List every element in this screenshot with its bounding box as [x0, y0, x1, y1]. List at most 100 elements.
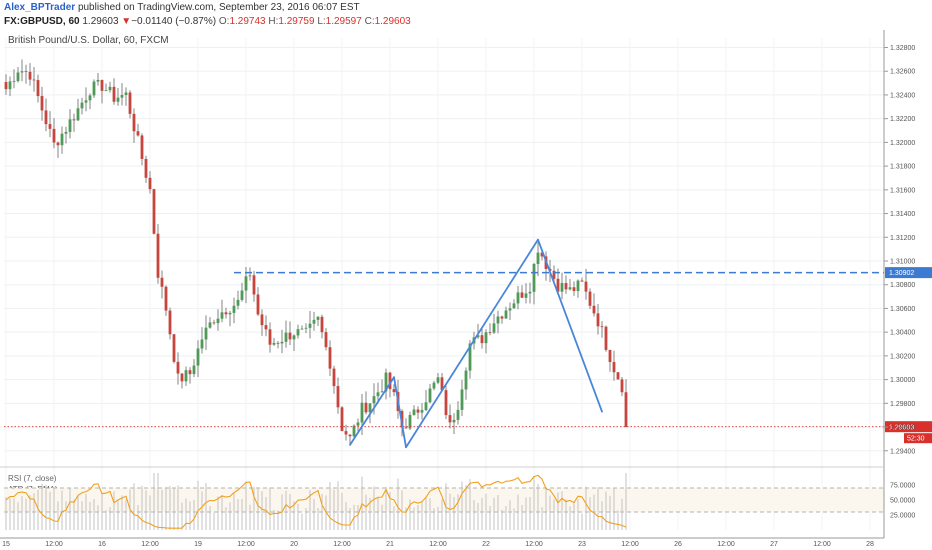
candle-down	[188, 370, 192, 375]
candle-down	[336, 386, 340, 408]
x-tick-label: 12:00	[45, 541, 63, 548]
candle-up	[496, 316, 500, 324]
candle-up	[248, 275, 252, 277]
candles	[4, 59, 628, 445]
author-link[interactable]: Alex_BPTrader	[4, 2, 76, 13]
last-price-badge-label: 1.29603	[889, 424, 914, 431]
x-tick-label: 15	[2, 541, 10, 548]
y-tick-label: 1.32400	[890, 92, 915, 99]
candle-up	[568, 287, 572, 290]
candle-down	[328, 347, 332, 369]
candle-up	[196, 348, 200, 366]
candle-up	[8, 81, 12, 90]
resistance-badge	[885, 267, 932, 279]
candle-down	[176, 361, 180, 374]
candle-up	[428, 388, 432, 403]
candle-down	[140, 135, 144, 159]
candle-down	[264, 325, 268, 330]
candle-up	[12, 81, 16, 82]
candle-down	[364, 402, 368, 413]
y-tick-label: 1.31200	[890, 235, 915, 242]
candle-up	[412, 409, 416, 415]
price-chart[interactable]: British Pound/U.S. Dollar, 60, FXCM 1.30…	[0, 30, 932, 550]
candle-up	[204, 327, 208, 340]
y-tick-label: 1.31600	[890, 187, 915, 194]
candle-down	[556, 278, 560, 292]
candle-up	[192, 365, 196, 375]
candle-down	[440, 377, 444, 391]
candle-up	[284, 332, 288, 342]
candle-down	[608, 349, 612, 363]
candle-up	[208, 322, 212, 328]
x-tick-label: 23	[578, 541, 586, 548]
ohlc-line: FX:GBPUSD, 60 1.29603 ▼−0.01140 (−0.87%)…	[4, 16, 411, 28]
candle-down	[256, 294, 260, 315]
candle-up	[376, 392, 380, 397]
indicator-tick-label: 25.0000	[890, 513, 915, 520]
y-tick-label: 1.32200	[890, 116, 915, 123]
candle-up	[292, 335, 296, 340]
candle-down	[388, 372, 392, 390]
candle-up	[524, 293, 528, 298]
y-tick-label: 1.32800	[890, 45, 915, 52]
candle-down	[128, 92, 132, 114]
candle-up	[468, 343, 472, 371]
chart-background	[0, 30, 932, 550]
candle-up	[516, 292, 520, 304]
x-tick-label: 16	[98, 541, 106, 548]
candle-down	[620, 379, 624, 393]
candle-down	[4, 82, 8, 90]
candle-up	[88, 95, 92, 101]
candle-up	[460, 389, 464, 410]
y-tick-label: 1.31800	[890, 164, 915, 171]
y-tick-label: 1.30600	[890, 306, 915, 313]
candle-up	[372, 396, 376, 404]
candle-up	[316, 316, 320, 320]
candle-up	[356, 422, 360, 426]
candle-down	[332, 368, 336, 387]
y-tick-label: 1.30000	[890, 377, 915, 384]
candle-down	[164, 286, 168, 311]
candle-down	[72, 119, 76, 121]
overlays: 1.30902 1.29603 52:30	[4, 238, 932, 449]
chart-title: British Pound/U.S. Dollar, 60, FXCM	[8, 35, 169, 46]
open-label: O:	[218, 16, 230, 27]
candle-down	[344, 431, 348, 435]
candle-down	[596, 313, 600, 327]
candle-down	[500, 316, 504, 319]
x-tick-label: 22	[482, 541, 490, 548]
candle-up	[68, 119, 72, 132]
rsi-legend: RSI (7, close)	[8, 474, 57, 483]
candle-down	[156, 233, 160, 278]
candle-up	[380, 391, 384, 393]
y-tick-label: 1.32600	[890, 69, 915, 76]
candle-up	[220, 312, 224, 319]
candle-up	[96, 79, 100, 82]
candle-up	[228, 312, 232, 315]
candle-down	[40, 96, 44, 111]
candle-up	[216, 318, 220, 324]
candle-up	[424, 402, 428, 411]
indicator-tick-label: 75.0000	[890, 483, 915, 490]
close-value: 1.29603	[374, 16, 411, 27]
x-tick-label: 12:00	[429, 541, 447, 548]
y-tick-label: 1.31000	[890, 258, 915, 265]
candle-up	[508, 308, 512, 311]
y-tick-label: 1.29400	[890, 448, 915, 455]
candle-up	[84, 100, 88, 103]
open-value: 1.29743	[229, 16, 266, 27]
candle-up	[536, 252, 540, 264]
candle-up	[504, 310, 508, 319]
high-label: H:	[268, 16, 279, 27]
pattern-trendline	[537, 238, 603, 413]
candle-up	[240, 290, 244, 300]
candle-up	[360, 402, 364, 423]
candle-down	[144, 158, 148, 178]
candle-down	[612, 362, 616, 373]
candle-up	[368, 403, 372, 413]
candle-down	[572, 287, 576, 291]
published-text: published on TradingView.com, September …	[77, 2, 360, 13]
candle-up	[384, 372, 388, 392]
candle-down	[520, 292, 524, 298]
candle-up	[244, 276, 248, 291]
